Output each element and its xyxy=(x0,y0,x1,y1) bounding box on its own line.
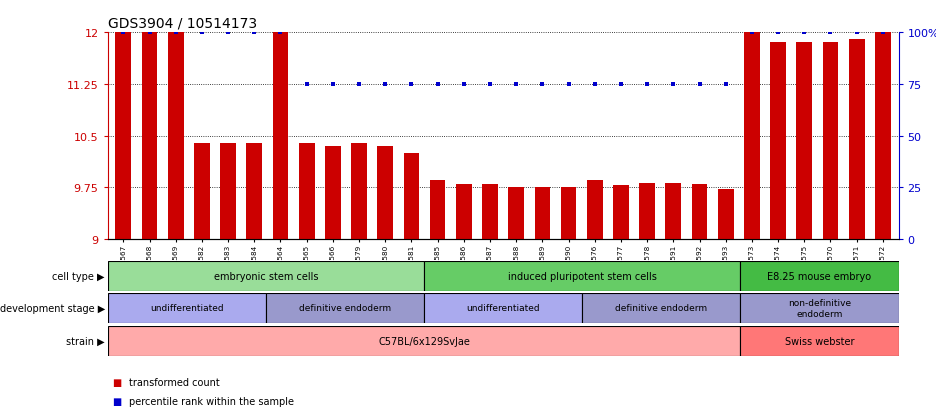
Text: percentile rank within the sample: percentile rank within the sample xyxy=(129,396,294,406)
Bar xyxy=(740,261,899,291)
Bar xyxy=(351,143,367,240)
Text: cell type ▶: cell type ▶ xyxy=(52,271,105,281)
Bar xyxy=(168,33,183,240)
Bar xyxy=(108,261,424,291)
Text: undifferentiated: undifferentiated xyxy=(466,304,540,313)
Bar xyxy=(613,186,629,240)
Bar xyxy=(744,33,760,240)
Text: strain ▶: strain ▶ xyxy=(66,336,105,346)
Text: embryonic stem cells: embryonic stem cells xyxy=(213,271,318,281)
Bar xyxy=(770,43,786,240)
Bar xyxy=(692,185,708,240)
Text: development stage ▶: development stage ▶ xyxy=(0,303,105,313)
Bar xyxy=(194,143,210,240)
Bar xyxy=(246,143,262,240)
Bar xyxy=(740,326,899,356)
Text: Swiss webster: Swiss webster xyxy=(784,336,855,346)
Bar xyxy=(797,43,812,240)
Text: definitive endoderm: definitive endoderm xyxy=(299,304,391,313)
Text: definitive endoderm: definitive endoderm xyxy=(615,304,708,313)
Bar xyxy=(108,293,266,323)
Bar xyxy=(403,154,419,240)
Bar xyxy=(377,147,393,240)
Bar xyxy=(561,188,577,240)
Bar xyxy=(299,143,314,240)
Bar xyxy=(718,190,734,240)
Bar xyxy=(456,185,472,240)
Text: undifferentiated: undifferentiated xyxy=(150,304,224,313)
Bar xyxy=(875,33,891,240)
Bar xyxy=(587,181,603,240)
Bar xyxy=(108,326,740,356)
Bar xyxy=(849,40,865,240)
Bar xyxy=(823,43,839,240)
Bar xyxy=(266,293,424,323)
Bar xyxy=(424,293,582,323)
Bar xyxy=(141,33,157,240)
Bar xyxy=(272,33,288,240)
Bar xyxy=(639,183,655,240)
Text: ■: ■ xyxy=(112,396,122,406)
Bar xyxy=(582,293,740,323)
Bar xyxy=(508,188,524,240)
Text: non-definitive
endoderm: non-definitive endoderm xyxy=(788,299,851,318)
Text: transformed count: transformed count xyxy=(129,377,220,387)
Bar xyxy=(430,181,446,240)
Text: GDS3904 / 10514173: GDS3904 / 10514173 xyxy=(108,17,256,31)
Bar xyxy=(424,261,740,291)
Text: E8.25 mouse embryo: E8.25 mouse embryo xyxy=(768,271,871,281)
Bar xyxy=(534,188,550,240)
Bar xyxy=(220,143,236,240)
Bar xyxy=(115,33,131,240)
Bar xyxy=(325,147,341,240)
Text: C57BL/6x129SvJae: C57BL/6x129SvJae xyxy=(378,336,470,346)
Bar xyxy=(482,185,498,240)
Text: ■: ■ xyxy=(112,377,122,387)
Bar xyxy=(665,183,681,240)
Text: induced pluripotent stem cells: induced pluripotent stem cells xyxy=(507,271,657,281)
Bar xyxy=(740,293,899,323)
